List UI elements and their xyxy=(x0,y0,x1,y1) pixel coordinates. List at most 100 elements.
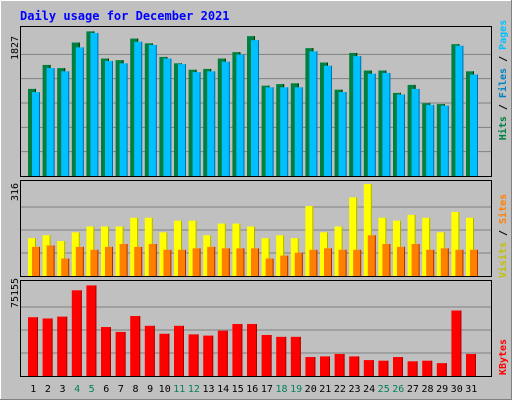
bar-top-files-day-28-shade xyxy=(433,104,435,176)
bar-bottom-kbytes-day-20: KBytes 20: 15500 xyxy=(305,357,316,376)
bar-top-files-day-19-fill xyxy=(294,87,303,176)
bar-top-files-day-19: Files 19: 1110 xyxy=(294,87,303,176)
bar-bottom-kbytes-day-14-fill xyxy=(217,330,228,376)
bar-middle-visits-day-11-fill xyxy=(174,220,182,276)
bar-top-files-day-21-shade xyxy=(331,65,332,176)
bar-bottom-kbytes-day-28-fill xyxy=(422,360,433,376)
bar-bottom-kbytes-day-2-fill xyxy=(42,318,53,376)
bar-middle-sites-day-10-fill xyxy=(163,249,172,276)
bar-middle-sites-day-23-fill xyxy=(353,249,362,276)
bar-bottom-kbytes-day-19-shade xyxy=(299,336,301,376)
bar-middle-sites-day-11-shade xyxy=(185,249,186,276)
bar-bottom-kbytes-day-25-shade xyxy=(387,360,389,376)
bar-top-files-day-10-fill xyxy=(163,58,172,177)
x-tick-label-5: 5 xyxy=(89,384,95,395)
x-tick-label-13: 13 xyxy=(202,384,214,395)
bar-middle-sites-day-5-shade xyxy=(97,249,99,276)
bar-top-files-day-15-fill xyxy=(236,54,245,177)
bar-top-files-day-14: Files 14: 1430 xyxy=(221,61,230,176)
x-tick-label-19: 19 xyxy=(290,384,302,395)
bar-middle-visits-day-24-shade xyxy=(370,184,372,276)
bar-top-files-day-21: Files 21: 1380 xyxy=(324,65,332,176)
bar-middle-sites-day-2-shade xyxy=(53,245,55,276)
bar-bottom-kbytes-day-8-fill xyxy=(130,316,141,376)
bar-bottom-kbytes-day-2: KBytes 2: 47000 xyxy=(42,318,53,376)
bar-top-files-day-24: Files 24: 1280 xyxy=(367,73,376,176)
bar-top-files-day-25-fill xyxy=(382,72,391,176)
legend-sep-3: / xyxy=(498,224,509,242)
x-tick-label-14: 14 xyxy=(217,384,229,395)
bar-middle-sites-day-18-shade xyxy=(287,255,289,276)
bar-bottom-kbytes-day-12-fill xyxy=(188,334,199,376)
bar-bottom-kbytes-day-26: KBytes 26: 15500 xyxy=(393,357,403,376)
bar-middle-visits-day-31: Visits 31: 200 xyxy=(466,217,474,276)
bar-bottom-kbytes-day-31-fill xyxy=(466,353,476,376)
bar-bottom-kbytes-day-1: KBytes 1: 48000 xyxy=(28,317,38,376)
bar-middle-sites-day-25-fill xyxy=(382,243,391,276)
x-tick-label-21: 21 xyxy=(319,384,331,395)
bar-top-files-day-11: Files 11: 1400 xyxy=(178,64,186,176)
bar-middle-visits-day-31-shade xyxy=(473,217,474,276)
bar-top-files-day-10-shade xyxy=(170,58,172,177)
bar-bottom-kbytes-day-28-shade xyxy=(431,360,433,376)
x-tick-label-24: 24 xyxy=(363,384,375,395)
bar-middle-visits-day-20-fill xyxy=(305,206,314,276)
bar-middle-sites-day-27-fill xyxy=(411,243,420,276)
bar-top-files-day-23: Files 23: 1500 xyxy=(353,56,362,176)
x-tick-label-30: 30 xyxy=(451,384,463,395)
bar-middle-sites-day-20-fill xyxy=(309,249,318,276)
bar-bottom-kbytes-day-25-fill xyxy=(378,360,389,376)
bar-middle-sites-day-26: Sites 26: 100 xyxy=(397,246,405,276)
bar-top-files-day-13: Files 13: 1310 xyxy=(207,71,216,176)
bar-middle-sites-day-24-shade xyxy=(374,235,376,276)
bar-middle-sites-day-13-fill xyxy=(207,246,216,276)
bottom-panel-max-label: 75155 xyxy=(10,278,21,308)
bar-bottom-kbytes-day-22: KBytes 22: 18000 xyxy=(334,353,345,376)
bar-top-files-day-1-fill xyxy=(32,92,40,176)
bar-middle-visits-day-17-shade xyxy=(268,238,270,276)
bar-middle-visits-day-17-fill xyxy=(261,238,270,276)
bar-top-files-day-22-shade xyxy=(345,92,347,176)
bar-middle-sites-day-7-fill xyxy=(119,243,128,276)
bar-middle-visits-day-24: Visits 24: 316 xyxy=(363,184,372,276)
bar-middle-sites-day-1: Sites 1: 100 xyxy=(32,246,40,276)
bar-middle-sites-day-12: Sites 12: 95 xyxy=(192,248,201,276)
x-tick-label-2: 2 xyxy=(45,384,51,395)
x-tick-label-4: 4 xyxy=(74,384,80,395)
bar-bottom-kbytes-day-13-shade xyxy=(212,335,214,376)
bar-middle-sites-day-17-fill xyxy=(265,258,274,276)
bar-top-files-day-29: Files 29: 880 xyxy=(440,105,449,176)
bar-top-files-day-12-fill xyxy=(192,72,201,176)
bar-top-files-day-30: Files 30: 1630 xyxy=(455,45,464,176)
bar-middle-visits-day-30: Visits 30: 220 xyxy=(451,211,460,276)
bar-bottom-kbytes-day-31-shade xyxy=(475,353,476,376)
bar-middle-sites-day-19-fill xyxy=(294,252,303,276)
bar-top-files-day-6-shade xyxy=(112,60,113,176)
bar-bottom-kbytes-day-24-fill xyxy=(363,360,374,376)
bar-top-files-day-2: Files 2: 1350 xyxy=(46,68,55,176)
bar-middle-sites-day-28-shade xyxy=(433,249,435,276)
bar-middle-sites-day-14-fill xyxy=(221,248,230,276)
bar-bottom-kbytes-day-23-fill xyxy=(349,356,360,376)
bar-bottom-kbytes-day-14-shade xyxy=(226,330,228,376)
bar-middle-sites-day-31-shade xyxy=(477,249,478,276)
bar-top-files-day-1-shade xyxy=(39,92,40,176)
bar-bottom-kbytes-day-27: KBytes 27: 12000 xyxy=(407,361,418,376)
bar-middle-sites-day-21-shade xyxy=(331,248,332,276)
bar-top-files-day-3-fill xyxy=(61,71,70,176)
bar-bottom-kbytes-day-24: KBytes 24: 13000 xyxy=(363,360,374,376)
bar-bottom-kbytes-day-30-shade xyxy=(460,310,462,376)
bar-top-files-day-5: Files 5: 1790 xyxy=(90,32,99,177)
bar-bottom-kbytes-day-8-shade xyxy=(139,316,141,376)
bar-bottom-kbytes-day-15: KBytes 15: 42500 xyxy=(232,323,243,376)
bar-bottom-kbytes-day-16: KBytes 16: 42500 xyxy=(247,323,257,376)
bar-top-files-day-5-shade xyxy=(97,32,99,177)
bar-bottom-kbytes-day-15-shade xyxy=(241,323,243,376)
legend-sep-2: / xyxy=(498,50,509,68)
bar-top-files-day-9-shade xyxy=(155,44,157,177)
bar-bottom-kbytes-day-16-fill xyxy=(247,323,257,376)
bar-bottom-kbytes-day-29-shade xyxy=(445,363,447,376)
bar-top-files-day-3-shade xyxy=(68,71,70,176)
x-tick-label-26: 26 xyxy=(392,384,404,395)
bar-bottom-kbytes-day-11-shade xyxy=(183,325,184,376)
